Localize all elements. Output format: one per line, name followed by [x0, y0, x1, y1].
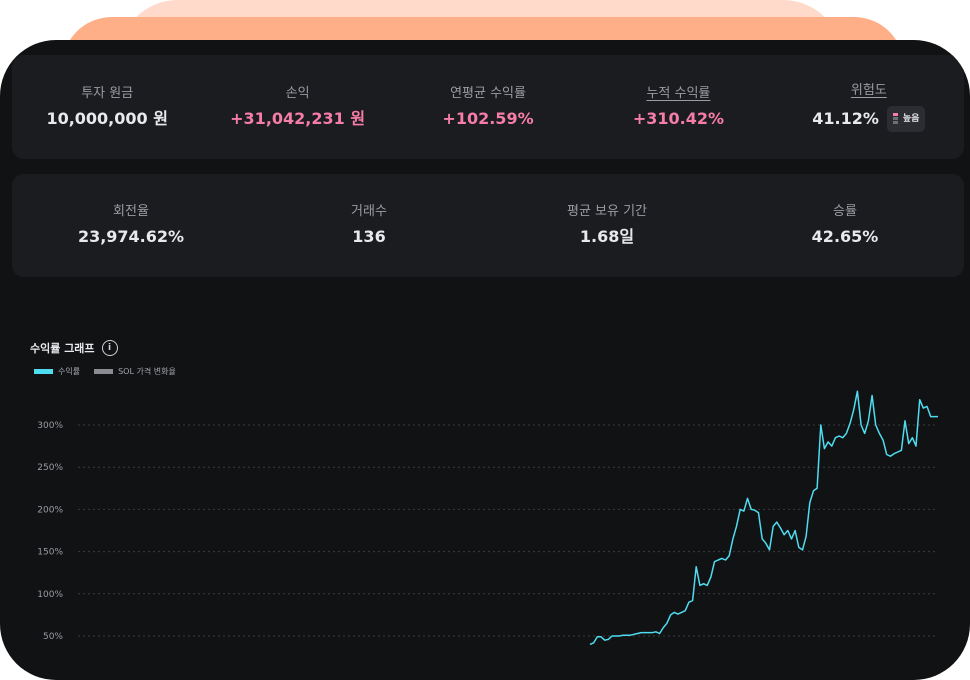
stat-value-row: 41.12% 높음: [812, 105, 926, 132]
stat-cumulative-return: 누적 수익률 +310.42%: [583, 55, 773, 159]
stat-annual-return: 연평균 수익률 +102.59%: [393, 55, 583, 159]
trading-stats-card: 회전율 23,974.62% 거래수 136 평균 보유 기간 1.68일 승률…: [12, 174, 964, 277]
stat-pnl: 손익 +31,042,231 원: [202, 55, 392, 159]
stat-risk: 위험도 41.12% 높음: [774, 55, 964, 159]
stat-value: 42.65%: [811, 227, 879, 246]
y-tick-label: 200%: [37, 505, 63, 515]
backtest-result-panel: 투자 원금 10,000,000 원 손익 +31,042,231 원 연평균 …: [0, 40, 970, 680]
stat-label: 승률: [833, 204, 857, 219]
chart-legend: 수익률 SOL 가격 변화율: [34, 366, 190, 377]
risk-level-badge: 높음: [886, 105, 926, 132]
legend-swatch: [34, 369, 53, 374]
return-chart: 300% 250% 200% 150% 100% 50%: [37, 390, 938, 646]
stat-value: 136: [352, 227, 386, 246]
legend-item-return[interactable]: 수익률: [34, 366, 80, 377]
stat-label: 평균 보유 기간: [566, 204, 648, 219]
stat-label: 회전율: [113, 204, 149, 219]
y-tick-label: 100%: [37, 590, 63, 600]
risk-tooltip-link[interactable]: 위험도: [850, 82, 887, 98]
y-tick-label: 300%: [37, 421, 63, 431]
series-line-return: [589, 390, 938, 646]
stat-avg-hold: 평균 보유 기간 1.68일: [488, 174, 726, 277]
stat-label: 연평균 수익률: [450, 85, 526, 101]
stat-value: +102.59%: [442, 108, 534, 128]
stat-value: 10,000,000 원: [46, 108, 168, 128]
summary-stats-card: 투자 원금 10,000,000 원 손익 +31,042,231 원 연평균 …: [12, 55, 964, 159]
y-tick-label: 150%: [37, 548, 63, 558]
stat-value: 1.68일: [579, 227, 635, 246]
risk-level-text: 높음: [902, 113, 920, 124]
legend-label: 수익률: [58, 367, 81, 376]
stat-win-rate: 승률 42.65%: [726, 174, 964, 277]
y-tick-label: 50%: [43, 632, 63, 642]
stat-value: 23,974.62%: [77, 227, 185, 246]
y-tick-label: 250%: [37, 463, 63, 473]
stat-principal: 투자 원금 10,000,000 원: [12, 55, 202, 159]
stat-trades: 거래수 136: [250, 174, 488, 277]
stat-turnover: 회전율 23,974.62%: [12, 174, 250, 277]
stat-value: 41.12%: [812, 108, 879, 128]
stat-value: +310.42%: [632, 108, 725, 128]
chart-title-text: 수익률 그래프: [30, 342, 95, 355]
risk-level-bars-icon: [892, 113, 898, 124]
chart-title: 수익률 그래프 i: [30, 340, 118, 356]
stat-label: 투자 원금: [81, 85, 134, 101]
legend-swatch: [94, 369, 114, 374]
legend-label: SOL 가격 변화율: [118, 367, 176, 376]
legend-item-sol-price[interactable]: SOL 가격 변화율: [94, 366, 176, 377]
stat-value: +31,042,231 원: [230, 108, 366, 128]
stat-label: 손익: [285, 85, 310, 101]
cumulative-return-tooltip-link[interactable]: 누적 수익률: [646, 85, 711, 101]
stat-label: 거래수: [351, 204, 387, 219]
info-icon[interactable]: i: [101, 340, 118, 356]
